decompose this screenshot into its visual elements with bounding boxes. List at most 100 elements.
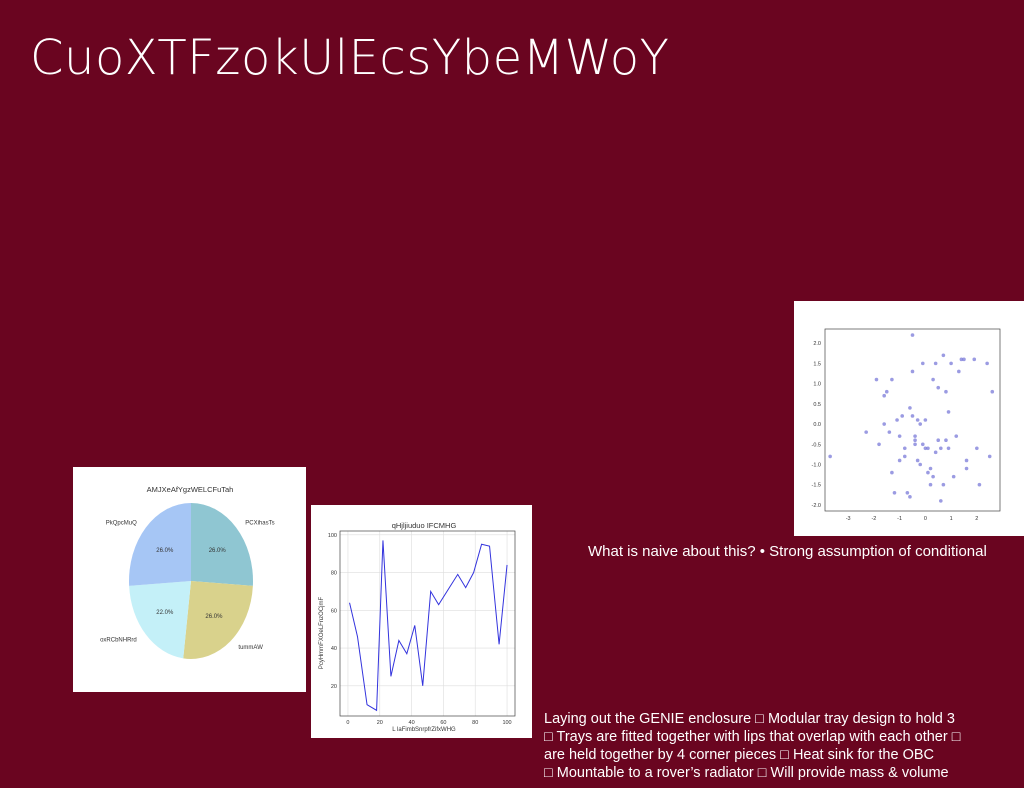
line-xtick-label: 20 [377,720,383,726]
scatter-point [890,377,894,382]
line-chart: qHjljiuduo IFCMHG L laFimbSnrpfrZifxWHG … [319,521,516,733]
scatter-point [964,466,969,471]
pie-slice [129,503,191,586]
pie-percent-label: 26.0% [205,614,223,620]
scatter-point [933,450,938,455]
scatter-point [959,357,964,362]
scatter-point [897,434,902,438]
scatter-point [931,474,935,479]
scatter-point [920,361,925,366]
scatter-point [877,442,881,447]
scatter-point [928,482,933,487]
line-plot-frame [339,530,516,717]
scatter-chart: -2.0 -1.5 -1.0 -0.5 0.0 0.5 1.0 1.5 2.0 -3 -2 -1 0 1 2 [812,328,1001,522]
line-xlabel: L laFimbSnrpfrZifxWHG [392,727,456,733]
scatter-point [972,357,977,362]
line-title: qHjljiuduo IFCMHG [392,521,457,530]
scatter-point [892,491,897,495]
pie-slice-label: PkQpcMuQ [106,520,137,526]
scatter-point [890,470,894,475]
scatter-point [944,389,948,394]
pie-chart-panel: AMJXeAfYgzWELCFuTah PCXihasTs 26.0% tummAW… [73,467,306,692]
scatter-ytick-label: 2.0 [813,341,821,347]
scatter-point [915,418,920,422]
pie-percent-label: 26.0% [209,548,227,554]
line-xtick-label: 80 [472,720,478,726]
scatter-point [987,454,992,459]
scatter-point [944,438,948,443]
scatter-point [926,446,930,451]
scatter-point [864,430,868,434]
line-xtick-label: 40 [409,720,415,726]
scatter-point [910,414,915,418]
line-xtick-label: 60 [440,720,446,726]
scatter-point [931,377,935,382]
scatter-point [828,454,832,459]
scatter-point [918,422,923,426]
scatter-point [902,446,907,451]
scatter-point [913,442,917,447]
line-ytick-label: 60 [331,608,337,614]
line-ytick-label: 20 [331,684,337,690]
scatter-point [905,491,910,495]
pie-slice [183,581,253,659]
scatter-point [882,393,886,398]
pie-slice-label: PCXihasTs [245,520,274,526]
scatter-plot-frame [824,328,1001,512]
pie-title: AMJXeAfYgzWELCFuTah [147,485,234,494]
scatter-point [887,430,892,434]
scatter-point [936,438,941,443]
scatter-point [990,389,995,394]
scatter-point [910,333,915,337]
pie-chart: AMJXeAfYgzWELCFuTah PCXihasTs 26.0% tummAW… [100,485,275,659]
scatter-ytick-label: 1.5 [813,361,821,367]
scatter-point [964,458,969,463]
scatter-point [897,458,902,463]
caption-line: are held together by 4 corner pieces □ H… [544,747,934,763]
scatter-xtick-label: -3 [846,516,851,522]
scatter-point [913,438,917,443]
line-xtick-label: 100 [502,720,511,726]
scatter-ytick-label: 1.0 [813,382,821,388]
scatter-ytick-label: -2.0 [812,503,821,509]
line-chart-panel: qHjljiuduo IFCMHG L laFimbSnrpfrZifxWHG … [311,505,532,738]
scatter-point [900,414,905,418]
scatter-ytick-label: -1.5 [812,483,821,489]
scatter-point [923,418,928,422]
scatter-point [954,434,959,438]
scatter-point [977,482,982,487]
scatter-point [874,377,879,382]
pie-slice-label: oxRCbNHRrd [100,638,137,644]
scatter-point [941,353,946,358]
scatter-xtick-label: -2 [871,516,876,522]
scatter-point [884,389,889,394]
scatter-ytick-label: -0.5 [812,442,821,448]
pie-slice [129,581,191,659]
scatter-point [920,442,925,447]
slide-title: CuoXTFzokUlEcsYbeMWoY [30,30,670,86]
line-ytick-label: 100 [328,533,337,539]
scatter-xtick-label: 1 [950,516,953,522]
scatter-point [975,446,979,451]
caption-naive: What is naive about this? • Strong assum… [588,543,987,560]
line-xtick-label: 0 [346,720,349,726]
pie-percent-label: 26.0% [156,548,174,554]
pie-slice [191,503,253,586]
scatter-point [928,466,933,471]
scatter-point [985,361,989,366]
scatter-point [902,454,907,459]
scatter-point [939,499,943,503]
scatter-point [918,462,923,467]
line-ylabel: PcyHmmFXOeLFnzOCjmF [319,597,325,670]
scatter-point [936,385,941,390]
caption-line: □ Mountable to a rover’s radiator □ Will… [544,765,949,781]
scatter-point [915,458,920,463]
scatter-chart-panel: -2.0 -1.5 -1.0 -0.5 0.0 0.5 1.0 1.5 2.0 -3 -2 -1 0 1 2 [794,301,1024,536]
caption-line: Laying out the GENIE enclosure □ Modular… [544,711,955,727]
scatter-ytick-label: -1.0 [812,462,821,468]
scatter-point [939,446,943,451]
scatter-ytick-label: 0.5 [813,402,821,408]
scatter-point [933,361,938,366]
scatter-xtick-label: 2 [975,516,978,522]
caption-genie-enclosure: Laying out the GENIE enclosure □ Modular… [544,710,1014,782]
